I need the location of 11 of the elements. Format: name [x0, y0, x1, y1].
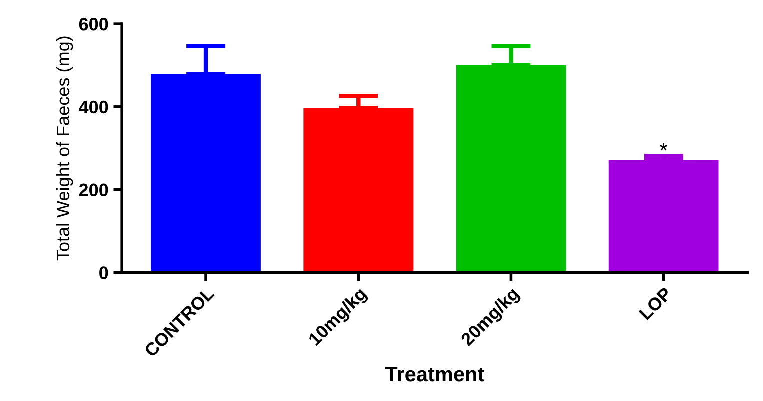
- y-tick-label: 600: [79, 18, 108, 31]
- y-tick-label: 0: [100, 266, 108, 280]
- y-tick-label: 400: [79, 100, 108, 114]
- x-axis-title: Treatment: [385, 367, 484, 382]
- y-axis-title: Total Weight of Faeces (mg): [56, 36, 74, 261]
- bar: [456, 65, 566, 273]
- annotation: *: [660, 142, 668, 151]
- y-tick-label: 200: [79, 184, 108, 197]
- bar: [608, 160, 719, 273]
- bar: [304, 108, 414, 273]
- bar: [151, 74, 261, 273]
